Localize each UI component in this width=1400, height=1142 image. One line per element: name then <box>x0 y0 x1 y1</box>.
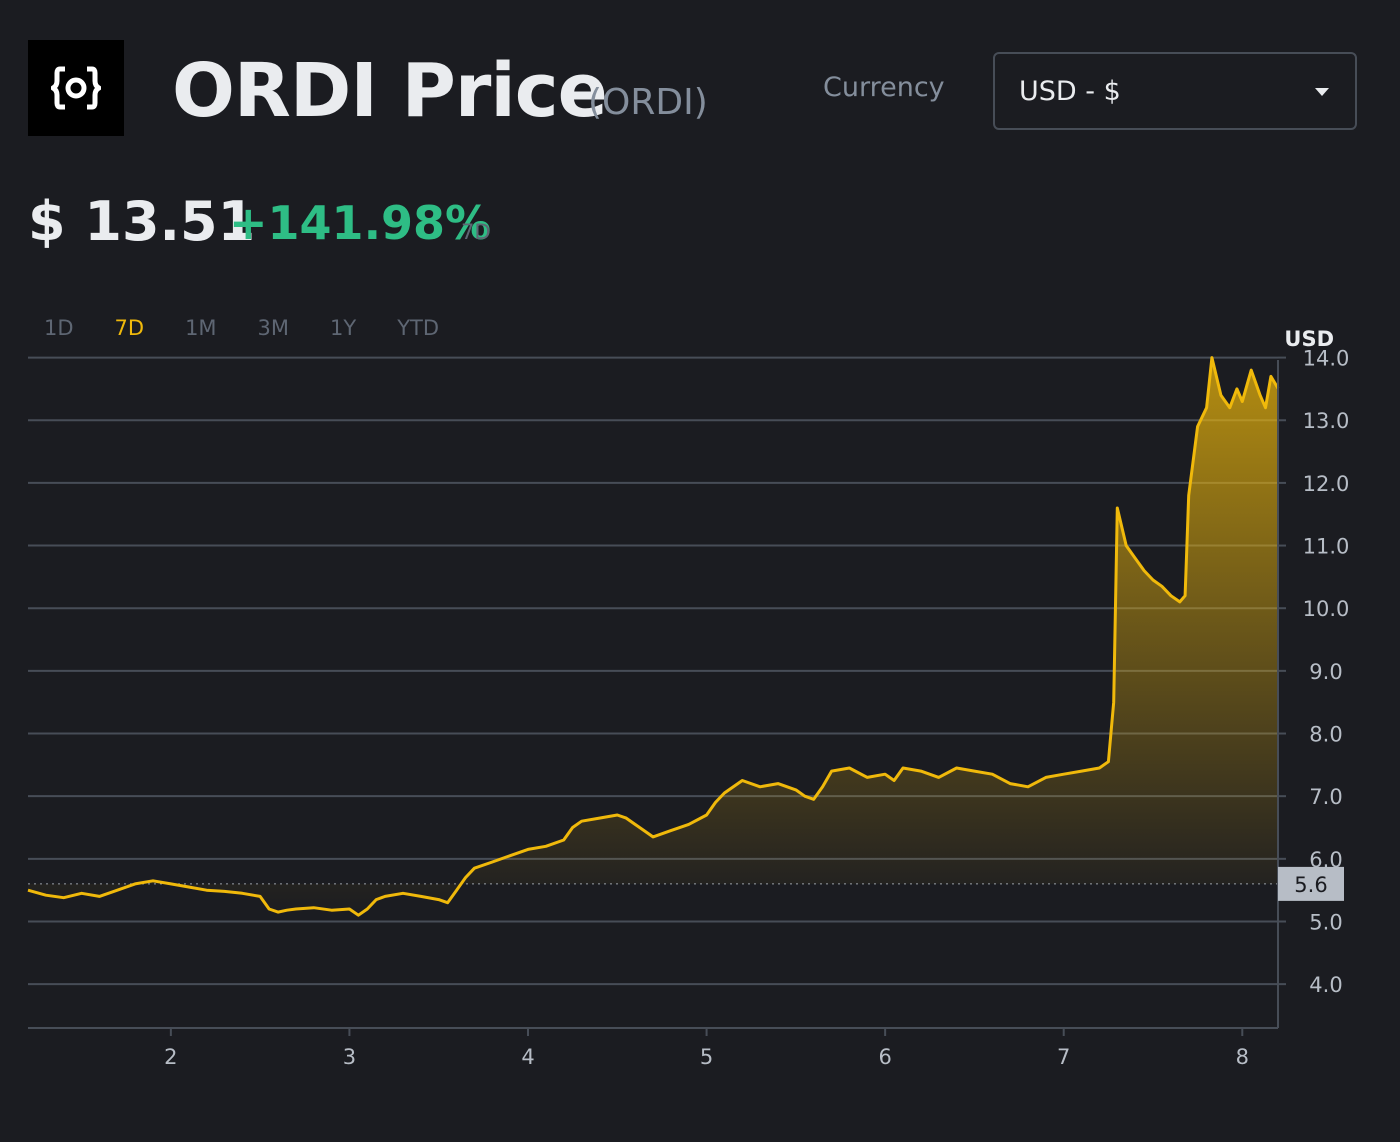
price-change: +141.98% <box>229 196 492 250</box>
current-price: $ 13.51 <box>28 190 256 253</box>
currency-select-value: USD - $ <box>1019 76 1121 107</box>
y-tick-label: 8.0 <box>1309 723 1342 747</box>
y-tick-label: 9.0 <box>1309 660 1342 684</box>
tab-1y[interactable]: 1Y <box>330 316 357 340</box>
currency-label: Currency <box>823 72 945 103</box>
x-tick-label: 5 <box>700 1045 713 1069</box>
x-tick-label: 7 <box>1057 1045 1070 1069</box>
y-tick-label: 5.0 <box>1309 910 1342 934</box>
y-tick-label: 4.0 <box>1309 973 1342 997</box>
tab-1d[interactable]: 1D <box>44 316 74 340</box>
tab-1m[interactable]: 1M <box>185 316 217 340</box>
tab-3m[interactable]: 3M <box>257 316 290 340</box>
y-tick-label: 13.0 <box>1303 409 1350 433</box>
price-chart[interactable]: 4.05.06.07.08.09.010.011.012.013.014.0 2… <box>0 320 1400 1080</box>
y-tick-label: 11.0 <box>1303 535 1350 559</box>
reference-badge: 5.6 <box>1278 866 1344 901</box>
x-tick-label: 2 <box>164 1045 177 1069</box>
price-area <box>28 357 1278 916</box>
y-tick-label: 12.0 <box>1303 472 1350 496</box>
reference-value-label: 5.6 <box>1294 873 1327 897</box>
price-line <box>27 356 1280 917</box>
y-tick-label: 7.0 <box>1309 785 1342 809</box>
y-tick-label: 10.0 <box>1303 597 1350 621</box>
change-period: 7D <box>461 220 491 244</box>
ticker-symbol: (ORDI) <box>588 82 708 123</box>
x-tick-label: 8 <box>1236 1045 1249 1069</box>
page-title: ORDI Price <box>172 48 608 134</box>
y-tick-label: 14.0 <box>1303 347 1350 371</box>
tab-7d[interactable]: 7D <box>114 316 145 340</box>
x-tick-label: 3 <box>343 1045 356 1069</box>
x-tick-label: 6 <box>878 1045 891 1069</box>
caret-down-icon <box>1315 88 1329 96</box>
ordi-logo-icon <box>51 66 101 110</box>
tab-ytd[interactable]: YTD <box>397 316 440 340</box>
currency-select[interactable]: USD - $ <box>993 52 1357 130</box>
timeframe-tabs: 1D 7D 1M 3M 1Y YTD <box>44 316 480 340</box>
y-axis-unit-label: USD <box>1284 327 1334 351</box>
x-tick-label: 4 <box>521 1045 534 1069</box>
ordi-logo <box>28 40 124 136</box>
